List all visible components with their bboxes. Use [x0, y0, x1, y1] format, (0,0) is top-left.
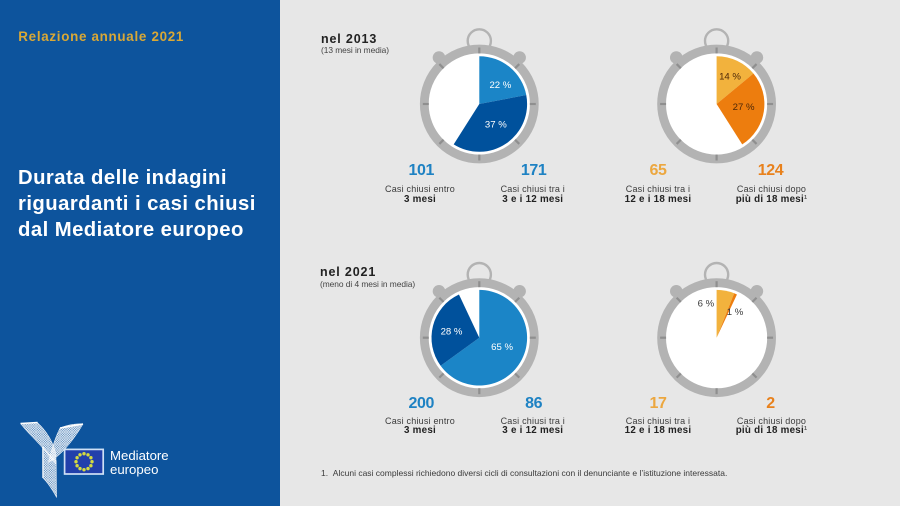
- svg-text:14 %: 14 %: [719, 71, 741, 82]
- svg-text:27 %: 27 %: [733, 102, 755, 113]
- svg-text:1 %: 1 %: [727, 307, 744, 318]
- svg-text:65 %: 65 %: [491, 342, 513, 353]
- svg-text:6 %: 6 %: [698, 299, 715, 310]
- svg-text:37 %: 37 %: [485, 120, 507, 131]
- svg-text:22 %: 22 %: [489, 80, 511, 91]
- svg-text:28 %: 28 %: [441, 327, 463, 338]
